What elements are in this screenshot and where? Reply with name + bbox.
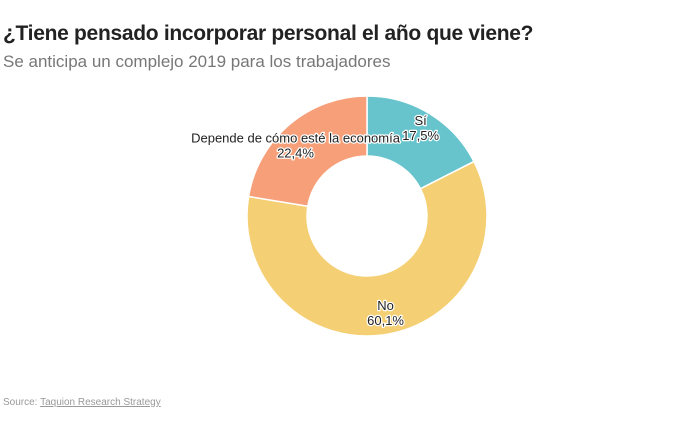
source-link[interactable]: Taquion Research Strategy <box>40 397 161 408</box>
source-note: Source: Taquion Research Strategy <box>3 397 161 408</box>
slice-value-label: 60,1% <box>367 313 404 328</box>
donut-slice-1[interactable] <box>246 160 488 337</box>
source-prefix: Source: <box>3 397 38 408</box>
slice-value-label: 22,4% <box>277 146 314 161</box>
slice-label: Sí <box>414 113 427 128</box>
donut-slice-2[interactable] <box>247 95 368 208</box>
slice-value-label: 17,5% <box>402 128 439 143</box>
chart-subtitle: Se anticipa un complejo 2019 para los tr… <box>3 52 391 71</box>
slice-label: No <box>377 298 394 313</box>
slice-label: Depende de cómo esté la economía <box>191 131 401 146</box>
chart-title: ¿Tiene pensado incorporar personal el añ… <box>3 22 534 45</box>
